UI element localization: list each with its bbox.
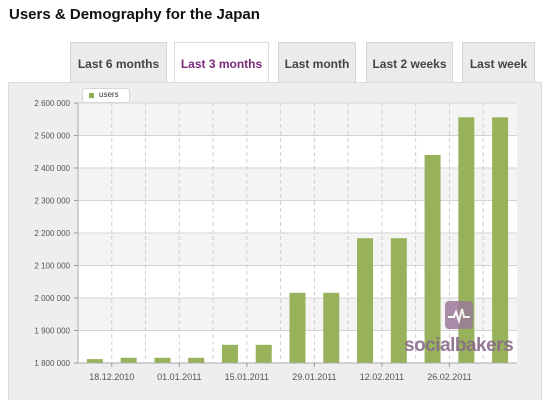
y-tick-label: 2 200 000 bbox=[34, 229, 70, 238]
y-tick-label: 1 800 000 bbox=[34, 359, 70, 368]
bar-users bbox=[86, 359, 103, 363]
bar-users bbox=[221, 344, 238, 363]
bar-users bbox=[188, 357, 205, 363]
x-tick-label: 18.12.2010 bbox=[89, 372, 134, 382]
heartbeat-logo-icon bbox=[445, 301, 473, 329]
y-tick-label: 1 900 000 bbox=[34, 327, 70, 336]
bar-users bbox=[323, 292, 340, 363]
y-tick-label: 2 300 000 bbox=[34, 197, 70, 206]
x-tick-label: 15.01.2011 bbox=[225, 372, 269, 382]
tab-last-6-months[interactable]: Last 6 months bbox=[70, 42, 167, 82]
y-tick-label: 2 600 000 bbox=[34, 99, 70, 108]
chart-legend: users bbox=[82, 88, 130, 103]
x-tick-label: 26.02.2011 bbox=[427, 372, 471, 382]
tab-last-month[interactable]: Last month bbox=[278, 42, 356, 82]
bar-users bbox=[255, 344, 272, 363]
bar-users bbox=[424, 155, 441, 363]
bar-users bbox=[154, 357, 171, 363]
page-title: Users & Demography for the Japan bbox=[9, 6, 260, 23]
time-range-tabs: Last 6 months Last 3 months Last month L… bbox=[70, 42, 550, 84]
x-tick-label: 01.01.2011 bbox=[157, 372, 201, 382]
bar-users bbox=[390, 238, 407, 363]
grid-band bbox=[78, 103, 517, 136]
grid-band bbox=[78, 233, 517, 266]
y-tick-label: 2 500 000 bbox=[34, 132, 70, 141]
legend-swatch-users bbox=[89, 93, 94, 98]
y-tick-label: 2 400 000 bbox=[34, 164, 70, 173]
brand-text: socialbakers bbox=[404, 335, 514, 356]
socialbakers-watermark: socialbakers bbox=[404, 301, 514, 365]
tab-last-week[interactable]: Last week bbox=[462, 42, 535, 82]
bar-users bbox=[357, 238, 374, 363]
tab-last-2-weeks[interactable]: Last 2 weeks bbox=[366, 42, 453, 82]
bar-users bbox=[492, 117, 509, 363]
bar-users bbox=[289, 292, 306, 363]
x-tick-label: 29.01.2011 bbox=[292, 372, 336, 382]
tab-last-3-months[interactable]: Last 3 months bbox=[174, 42, 269, 84]
y-tick-label: 2 100 000 bbox=[34, 262, 70, 271]
grid-band bbox=[78, 168, 517, 201]
bar-users bbox=[120, 357, 137, 363]
y-tick-label: 2 000 000 bbox=[34, 294, 70, 303]
legend-label-users: users bbox=[99, 90, 119, 99]
x-tick-label: 12.02.2011 bbox=[360, 372, 404, 382]
